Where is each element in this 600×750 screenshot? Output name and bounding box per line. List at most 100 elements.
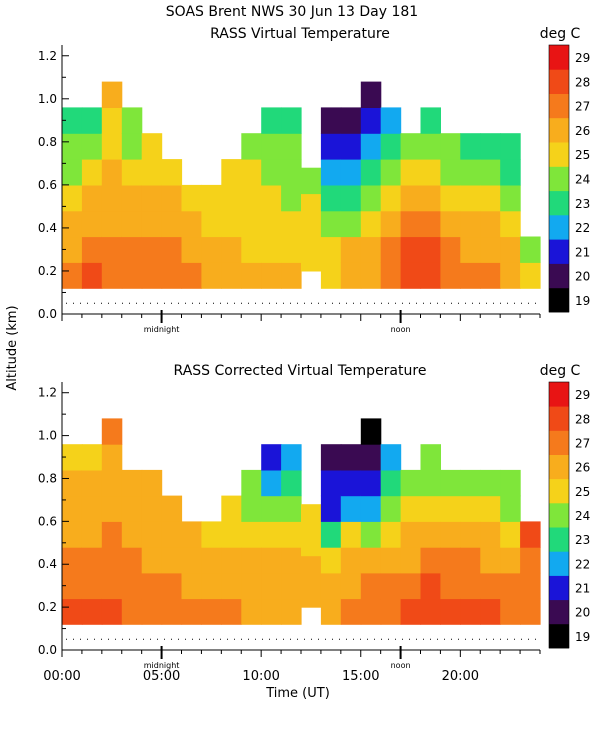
- temperature-cell: [121, 210, 143, 238]
- plot2-colorbar: 19 20 21 22 23 24 25 26 27 28 29: [548, 381, 590, 649]
- noon-label: noon: [391, 661, 411, 670]
- colorbar-swatch: [549, 287, 569, 313]
- temperature-cell: [320, 521, 342, 548]
- temperature-cell: [440, 210, 461, 238]
- y-tick-label: 1.0: [38, 92, 57, 106]
- temperature-cell: [320, 159, 342, 186]
- temperature-cell: [121, 495, 143, 522]
- colorbar-swatch: [549, 623, 569, 649]
- x-tick-label: 05:00: [143, 669, 180, 684]
- temperature-cell: [400, 547, 422, 574]
- temperature-cell: [320, 444, 342, 471]
- temperature-cell: [261, 469, 282, 497]
- colorbar-label: 25: [575, 148, 590, 162]
- temperature-cell: [261, 262, 282, 289]
- temperature-cell: [101, 159, 123, 186]
- temperature-cell: [181, 598, 202, 625]
- temperature-cell: [241, 469, 262, 497]
- profile-column: [221, 495, 242, 625]
- temperature-cell: [181, 184, 202, 212]
- temperature-cell: [520, 547, 541, 574]
- figure-title: SOAS Brent NWS 30 Jun 13 Day 181: [166, 4, 418, 20]
- temperature-cell: [121, 184, 143, 212]
- temperature-cell: [281, 444, 302, 471]
- temperature-cell: [440, 159, 461, 186]
- profile-column: [161, 495, 183, 625]
- temperature-cell: [281, 107, 302, 134]
- temperature-cell: [201, 262, 222, 289]
- temperature-cell: [320, 133, 342, 160]
- temperature-cell: [301, 504, 322, 531]
- temperature-cell: [201, 572, 222, 600]
- profile-column: [121, 469, 143, 625]
- plot2-units: deg C: [540, 363, 581, 379]
- temperature-cell: [101, 133, 123, 160]
- profile-column: [440, 133, 461, 289]
- profile-column: [101, 418, 123, 625]
- temperature-cell: [261, 236, 282, 263]
- temperature-cell: [241, 184, 262, 212]
- colorbar-label: 28: [575, 412, 590, 426]
- temperature-cell: [161, 184, 183, 212]
- colorbar-frame: [548, 44, 570, 313]
- temperature-cell: [281, 236, 302, 263]
- temperature-cell: [62, 547, 83, 574]
- temperature-cell: [380, 133, 402, 160]
- temperature-cell: [380, 495, 402, 522]
- temperature-cell: [201, 521, 222, 548]
- colorbar-swatch: [549, 166, 569, 192]
- temperature-cell: [161, 495, 183, 522]
- temperature-cell: [221, 159, 242, 186]
- temperature-cell: [420, 236, 441, 263]
- temperature-cell: [380, 469, 402, 497]
- temperature-cell: [320, 547, 342, 574]
- colorbar-swatch: [549, 454, 569, 480]
- temperature-cell: [141, 133, 163, 160]
- temperature-cell: [301, 167, 322, 195]
- temperature-cell: [460, 210, 481, 238]
- temperature-cell: [241, 236, 262, 263]
- temperature-cell: [380, 444, 402, 471]
- colorbar-label: 23: [575, 533, 590, 547]
- temperature-cell: [340, 133, 362, 160]
- temperature-cell: [460, 598, 481, 625]
- temperature-cell: [360, 495, 382, 522]
- temperature-cell: [81, 210, 103, 238]
- profile-column: [320, 107, 342, 289]
- temperature-cell: [201, 184, 222, 212]
- temperature-cell: [320, 572, 342, 600]
- temperature-cell: [62, 572, 83, 600]
- colorbar-label: 23: [575, 197, 590, 211]
- temperature-cell: [440, 469, 461, 497]
- temperature-cell: [480, 236, 501, 263]
- colorbar-label: 29: [575, 388, 590, 402]
- temperature-cell: [62, 133, 83, 160]
- temperature-cell: [301, 193, 322, 220]
- temperature-cell: [340, 598, 362, 625]
- temperature-cell: [360, 159, 382, 186]
- temperature-cell: [221, 547, 242, 574]
- profile-column: [500, 133, 521, 289]
- profile-column: [141, 469, 163, 625]
- temperature-cell: [340, 210, 362, 238]
- temperature-cell: [400, 598, 422, 625]
- colorbar-swatch: [549, 263, 569, 289]
- temperature-cell: [420, 598, 441, 625]
- temperature-cell: [420, 469, 441, 497]
- temperature-cell: [520, 598, 541, 625]
- temperature-cell: [81, 159, 103, 186]
- temperature-cell: [520, 236, 541, 263]
- temperature-cell: [500, 133, 521, 160]
- temperature-cell: [500, 184, 521, 212]
- profile-column: [520, 236, 541, 289]
- temperature-cell: [480, 572, 501, 600]
- colorbar-label: 22: [575, 221, 590, 235]
- temperature-cell: [81, 133, 103, 160]
- temperature-cell: [121, 572, 143, 600]
- y-tick-label: 1.2: [38, 386, 57, 400]
- temperature-cell: [62, 184, 83, 212]
- temperature-cell: [420, 210, 441, 238]
- y-tick-label: 0.6: [38, 178, 57, 192]
- x-tick-label: 15:00: [342, 669, 379, 684]
- temperature-cell: [181, 547, 202, 574]
